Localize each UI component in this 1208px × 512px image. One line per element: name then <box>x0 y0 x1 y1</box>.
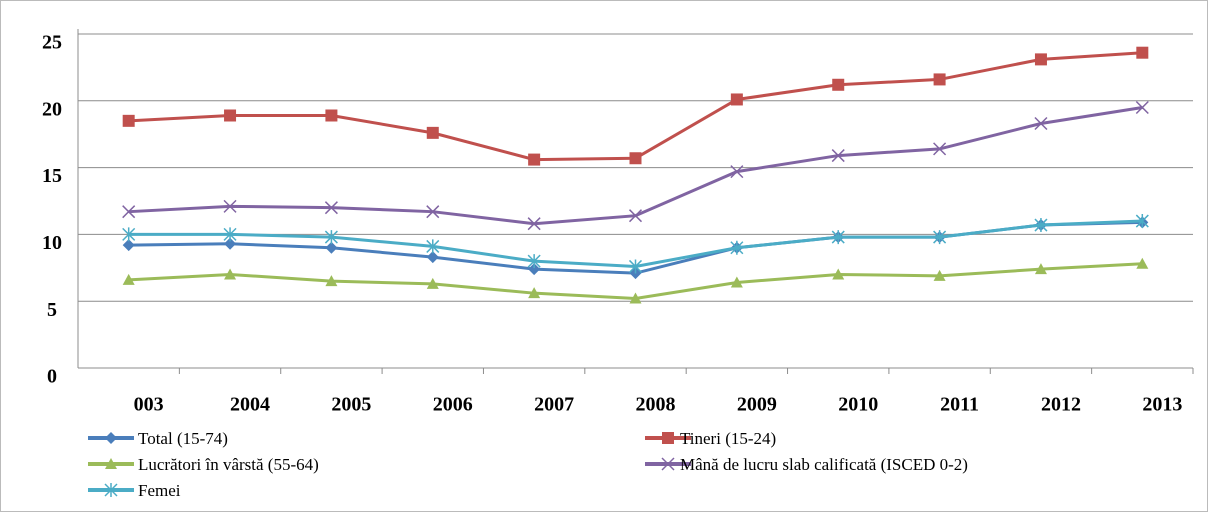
x-tick-label: 003 <box>134 394 164 416</box>
marker <box>324 201 338 215</box>
marker <box>104 483 118 497</box>
marker <box>105 432 117 444</box>
marker <box>528 153 541 166</box>
marker <box>629 152 642 165</box>
x-tick-label: 2011 <box>940 394 979 416</box>
marker <box>528 263 541 276</box>
marker <box>324 230 338 245</box>
y-tick-label: 15 <box>42 165 62 187</box>
marker <box>224 109 237 122</box>
marker <box>832 78 845 91</box>
legend-label: Lucrători în vârstă (55-64) <box>138 455 319 474</box>
x-tick-label: 2004 <box>230 394 270 416</box>
marker <box>426 251 439 264</box>
marker <box>933 73 946 86</box>
x-tick-label: 2005 <box>331 394 371 416</box>
marker <box>933 269 946 281</box>
marker <box>224 237 237 250</box>
marker <box>832 268 845 280</box>
y-tick-label: 10 <box>42 232 62 254</box>
marker <box>831 149 845 163</box>
marker <box>325 241 338 254</box>
x-tick-label: 2012 <box>1041 394 1081 416</box>
marker <box>662 432 674 444</box>
y-tick-label: 20 <box>42 98 62 120</box>
marker <box>426 239 440 254</box>
marker <box>122 273 135 285</box>
marker <box>730 240 744 255</box>
marker <box>325 109 338 122</box>
marker <box>528 287 541 299</box>
marker <box>629 292 642 304</box>
marker <box>628 209 643 223</box>
x-tick-label: 2009 <box>737 394 777 416</box>
y-tick-label: 0 <box>47 366 57 388</box>
marker <box>1034 218 1048 233</box>
marker <box>661 457 675 471</box>
marker <box>1034 116 1048 131</box>
marker <box>426 205 440 219</box>
marker <box>628 259 643 274</box>
marker <box>527 254 541 269</box>
marker <box>1136 46 1149 59</box>
marker <box>122 227 136 242</box>
marker <box>325 275 338 287</box>
marker <box>122 114 135 127</box>
marker <box>933 142 947 156</box>
marker <box>730 165 744 179</box>
marker <box>1034 263 1047 275</box>
x-tick-label: 2006 <box>433 394 473 416</box>
legend-label: Tineri (15-24) <box>680 429 776 448</box>
marker <box>223 199 237 213</box>
marker <box>933 230 947 245</box>
marker <box>1136 257 1149 269</box>
marker <box>1135 100 1149 115</box>
marker <box>527 217 541 231</box>
marker <box>122 239 135 252</box>
x-tick-label: 2008 <box>636 394 676 416</box>
marker <box>730 93 743 106</box>
y-tick-label: 5 <box>47 299 57 321</box>
marker <box>223 227 237 242</box>
legend-label: Total (15-74) <box>138 429 228 448</box>
marker <box>105 458 117 469</box>
marker <box>122 205 136 219</box>
legend-label: Mână de lucru slab calificată (ISCED 0-2… <box>680 455 968 474</box>
marker <box>426 277 439 289</box>
legend-label: Femei <box>138 481 181 500</box>
marker <box>1135 214 1149 229</box>
marker <box>426 126 439 139</box>
y-tick-label: 25 <box>42 32 62 54</box>
x-tick-label: 2013 <box>1142 394 1182 416</box>
marker <box>1034 53 1047 66</box>
marker <box>224 268 237 280</box>
marker <box>730 276 743 288</box>
x-tick-label: 2010 <box>838 394 878 416</box>
marker <box>831 230 845 245</box>
x-tick-label: 2007 <box>534 394 574 416</box>
